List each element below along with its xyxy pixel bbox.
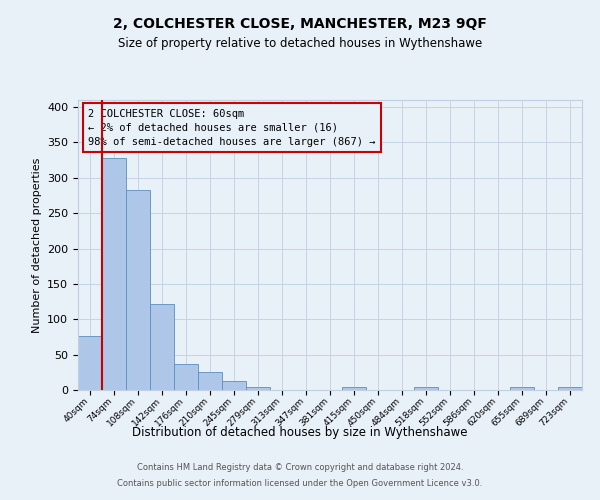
Bar: [558, 387, 582, 390]
Bar: [198, 372, 222, 390]
Bar: [102, 158, 126, 390]
Bar: [510, 387, 534, 390]
Bar: [222, 381, 246, 390]
Text: Size of property relative to detached houses in Wythenshawe: Size of property relative to detached ho…: [118, 38, 482, 51]
Text: Contains public sector information licensed under the Open Government Licence v3: Contains public sector information licen…: [118, 478, 482, 488]
Bar: [246, 387, 270, 390]
Bar: [78, 336, 102, 390]
Text: 2, COLCHESTER CLOSE, MANCHESTER, M23 9QF: 2, COLCHESTER CLOSE, MANCHESTER, M23 9QF: [113, 18, 487, 32]
Text: Contains HM Land Registry data © Crown copyright and database right 2024.: Contains HM Land Registry data © Crown c…: [137, 464, 463, 472]
Bar: [174, 364, 198, 390]
Text: Distribution of detached houses by size in Wythenshawe: Distribution of detached houses by size …: [132, 426, 468, 439]
Bar: [126, 190, 150, 390]
Bar: [150, 304, 174, 390]
Bar: [414, 387, 438, 390]
Bar: [342, 387, 366, 390]
Y-axis label: Number of detached properties: Number of detached properties: [32, 158, 41, 332]
Text: 2 COLCHESTER CLOSE: 60sqm
← 2% of detached houses are smaller (16)
98% of semi-d: 2 COLCHESTER CLOSE: 60sqm ← 2% of detach…: [88, 108, 376, 146]
